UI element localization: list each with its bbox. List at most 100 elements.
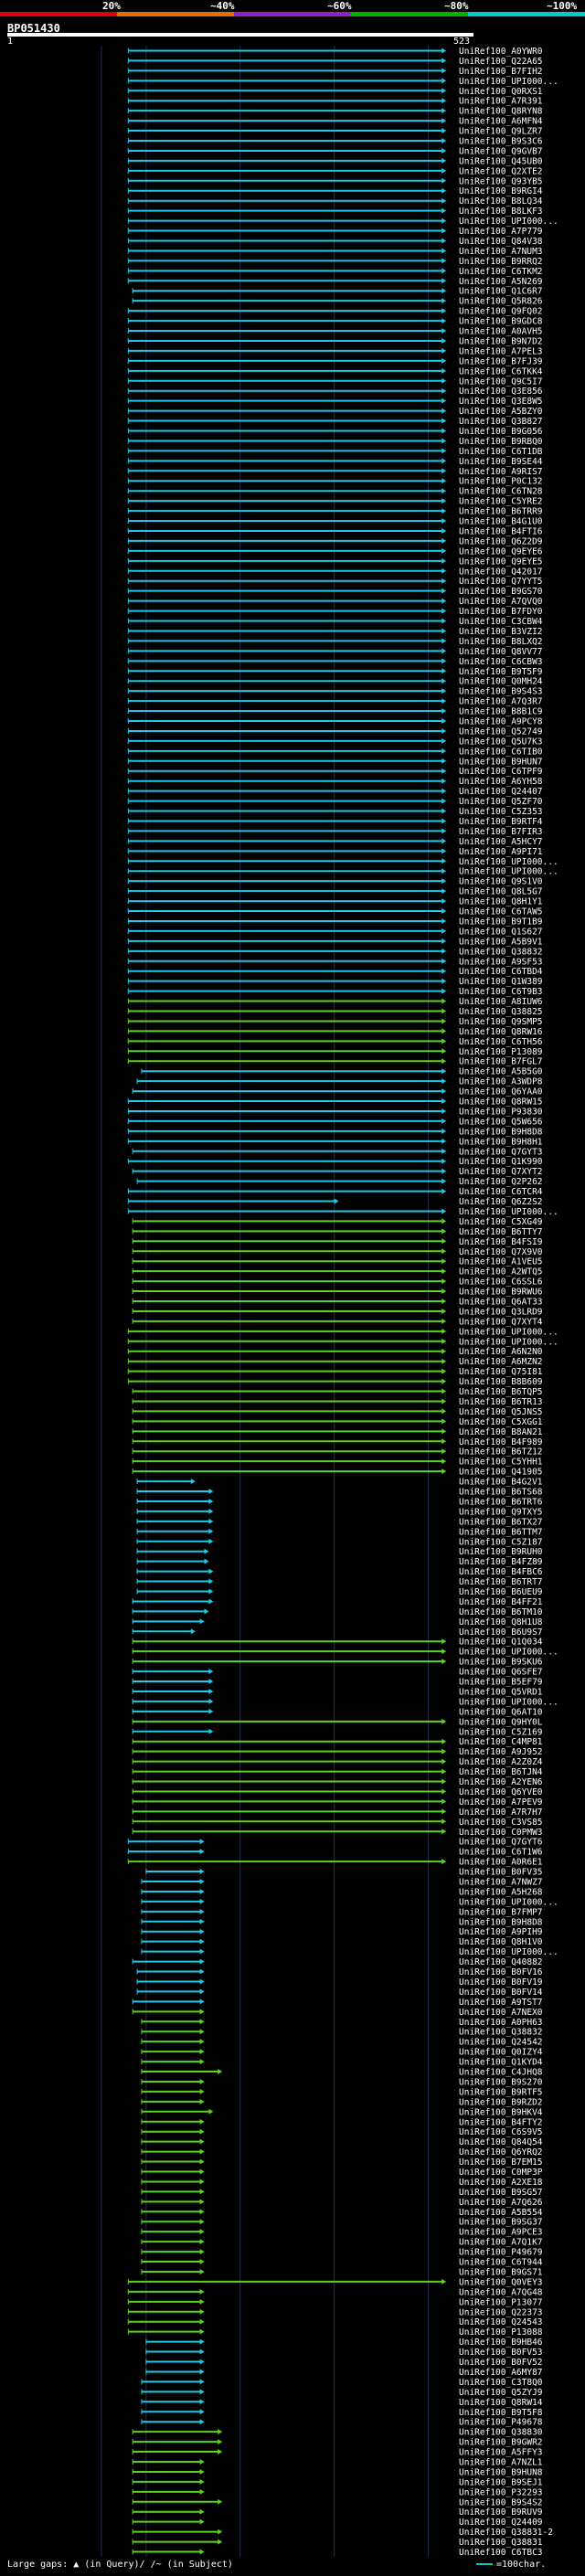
hit-label[interactable]: UniRef100_B9RWU6 — [459, 1288, 543, 1298]
hit-row[interactable]: UniRef100_Q9LZR7 — [127, 127, 543, 137]
hit-row[interactable]: UniRef100_Q8RW15 — [127, 1097, 543, 1108]
hit-label[interactable]: UniRef100_B4FF21 — [459, 1597, 543, 1607]
hit-label[interactable]: UniRef100_B9S4S3 — [459, 687, 543, 697]
hit-label[interactable]: UniRef100_A7NUM3 — [459, 247, 543, 257]
hit-label[interactable]: UniRef100_B4FTY2 — [459, 2117, 543, 2127]
hit-label[interactable]: UniRef100_A9PCE3 — [459, 2228, 543, 2238]
hit-label[interactable]: UniRef100_C6TIB0 — [459, 747, 543, 757]
hit-label[interactable]: UniRef100_B0FV19 — [459, 1977, 543, 1988]
hit-row[interactable]: UniRef100_Q7YYT5 — [127, 577, 543, 587]
hit-label[interactable]: UniRef100_B9SEJ1 — [459, 2477, 543, 2487]
hit-row[interactable]: UniRef100_Q40882 — [132, 1957, 543, 1967]
hit-row[interactable]: UniRef100_B6TM10 — [132, 1607, 543, 1617]
hit-label[interactable]: UniRef100_B7FDY0 — [459, 607, 543, 617]
hit-label[interactable]: UniRef100_A7Q626 — [459, 2198, 543, 2208]
hit-row[interactable]: UniRef100_B9H8D8 — [141, 1917, 543, 1927]
hit-label[interactable]: UniRef100_A7P779 — [459, 227, 543, 237]
hit-label[interactable]: UniRef100_Q3LRD9 — [459, 1307, 543, 1317]
hit-label[interactable]: UniRef100_Q1S627 — [459, 927, 543, 937]
hit-row[interactable]: UniRef100_A7R7H7 — [132, 1807, 543, 1818]
hit-row[interactable]: UniRef100_B7FIH2 — [127, 67, 543, 77]
hit-row[interactable]: UniRef100_A0PH63 — [141, 2018, 543, 2028]
hit-row[interactable]: UniRef100_B8LXQ2 — [127, 637, 543, 647]
hit-label[interactable]: UniRef100_B9T1B9 — [459, 917, 543, 927]
hit-label[interactable]: UniRef100_UPI000... — [459, 1947, 558, 1957]
hit-row[interactable]: UniRef100_Q5ZYJ9 — [141, 2388, 543, 2398]
hit-row[interactable]: UniRef100_A8IUW6 — [127, 997, 543, 1007]
hit-row[interactable]: UniRef100_Q38825 — [127, 1007, 543, 1017]
hit-label[interactable]: UniRef100_Q7GYT3 — [459, 1147, 543, 1157]
hit-label[interactable]: UniRef100_A6MY87 — [459, 2368, 543, 2378]
hit-label[interactable]: UniRef100_C3VS85 — [459, 1818, 543, 1828]
hit-row[interactable]: UniRef100_B7FMP7 — [141, 1907, 543, 1917]
hit-row[interactable]: UniRef100_C5YRE2 — [127, 497, 543, 507]
hit-row[interactable]: UniRef100_Q0RXS1 — [127, 87, 543, 97]
hit-row[interactable]: UniRef100_B0FV53 — [145, 2348, 543, 2358]
hit-label[interactable]: UniRef100_B9RRQ2 — [459, 257, 543, 267]
hit-row[interactable]: UniRef100_B9SG37 — [141, 2218, 543, 2228]
hit-row[interactable]: UniRef100_Q3LRD9 — [132, 1307, 543, 1317]
hit-row[interactable]: UniRef100_B4G2V1 — [136, 1478, 543, 1488]
hit-row[interactable]: UniRef100_B4FF21 — [132, 1597, 543, 1607]
hit-label[interactable]: UniRef100_B7FGL7 — [459, 1057, 543, 1067]
hit-row[interactable]: UniRef100_UPI000... — [127, 857, 558, 867]
hit-row[interactable]: UniRef100_Q9FQ02 — [127, 307, 543, 317]
hit-row[interactable]: UniRef100_B9RTF5 — [141, 2087, 543, 2097]
hit-row[interactable]: UniRef100_Q7GYT3 — [132, 1147, 543, 1157]
hit-row[interactable]: UniRef100_UPI000... — [127, 77, 558, 87]
hit-label[interactable]: UniRef100_B4F989 — [459, 1437, 543, 1447]
hit-label[interactable]: UniRef100_P32293 — [459, 2487, 543, 2497]
hit-row[interactable]: UniRef100_B9RRQ2 — [127, 257, 543, 267]
hit-row[interactable]: UniRef100_UPI000... — [132, 1697, 558, 1707]
hit-row[interactable]: UniRef100_B8LQ34 — [127, 196, 543, 207]
hit-row[interactable]: UniRef100_C6TN28 — [127, 487, 543, 497]
hit-row[interactable]: UniRef100_B9RTF4 — [127, 817, 543, 827]
hit-label[interactable]: UniRef100_Q41905 — [459, 1468, 543, 1478]
hit-label[interactable]: UniRef100_UPI000... — [459, 1897, 558, 1907]
hit-row[interactable]: UniRef100_B6TR13 — [132, 1397, 543, 1407]
hit-label[interactable]: UniRef100_B9RUH0 — [459, 1547, 543, 1557]
hit-label[interactable]: UniRef100_A8IUW6 — [459, 997, 543, 1007]
hit-row[interactable]: UniRef100_Q1K990 — [127, 1157, 543, 1167]
hit-label[interactable]: UniRef100_B8AN21 — [459, 1427, 543, 1437]
hit-label[interactable]: UniRef100_Q2P262 — [459, 1177, 543, 1187]
hit-label[interactable]: UniRef100_C6TPF9 — [459, 767, 543, 777]
hit-label[interactable]: UniRef100_A0PH63 — [459, 2018, 543, 2028]
hit-row[interactable]: UniRef100_B6TRT6 — [136, 1497, 543, 1507]
hit-row[interactable]: UniRef100_C6TBC3 — [132, 2548, 543, 2557]
hit-row[interactable]: UniRef100_B9H8D8 — [127, 1127, 543, 1137]
hit-label[interactable]: UniRef100_B4FSI9 — [459, 1237, 543, 1247]
hit-row[interactable]: UniRef100_C6TKK4 — [127, 366, 543, 376]
hit-label[interactable]: UniRef100_B6TTY7 — [459, 1227, 543, 1237]
hit-row[interactable]: UniRef100_B9HUN7 — [127, 757, 543, 767]
hit-row[interactable]: UniRef100_UPI000... — [141, 1947, 558, 1957]
hit-label[interactable]: UniRef100_Q3B827 — [459, 417, 543, 427]
hit-label[interactable]: UniRef100_A0AVH5 — [459, 327, 543, 337]
hit-label[interactable]: UniRef100_Q8L5G7 — [459, 887, 543, 897]
hit-row[interactable]: UniRef100_Q5U7K3 — [127, 737, 543, 747]
hit-label[interactable]: UniRef100_B9SG37 — [459, 2218, 543, 2228]
hit-label[interactable]: UniRef100_C6S9V5 — [459, 2127, 543, 2137]
hit-row[interactable]: UniRef100_Q6YVE0 — [132, 1787, 543, 1797]
hit-label[interactable]: UniRef100_A7PEV9 — [459, 1797, 543, 1807]
hit-row[interactable]: UniRef100_B4FBC6 — [136, 1567, 543, 1577]
hit-row[interactable]: UniRef100_Q24542 — [141, 2038, 543, 2048]
hit-row[interactable]: UniRef100_B7EM15 — [141, 2157, 543, 2168]
hit-row[interactable]: UniRef100_C3CBW4 — [127, 617, 543, 627]
hit-row[interactable]: UniRef100_Q41905 — [132, 1468, 543, 1478]
hit-label[interactable]: UniRef100_Q38825 — [459, 1007, 543, 1017]
hit-label[interactable]: UniRef100_C6TN28 — [459, 487, 543, 497]
hit-label[interactable]: UniRef100_C6TKK4 — [459, 366, 543, 376]
hit-row[interactable]: UniRef100_B7FDY0 — [127, 607, 543, 617]
hit-label[interactable]: UniRef100_B8B1C9 — [459, 707, 543, 717]
hit-label[interactable]: UniRef100_UPI000... — [459, 217, 558, 227]
hit-row[interactable]: UniRef100_B9SG57 — [141, 2188, 543, 2198]
hit-row[interactable]: UniRef100_UPI000... — [127, 1337, 558, 1347]
hit-row[interactable]: UniRef100_Q3B827 — [127, 417, 543, 427]
hit-label[interactable]: UniRef100_A7NZL1 — [459, 2457, 543, 2467]
hit-row[interactable]: UniRef100_Q8RW14 — [141, 2398, 543, 2408]
hit-label[interactable]: UniRef100_A9SF53 — [459, 957, 543, 967]
hit-row[interactable]: UniRef100_Q22A65 — [127, 57, 543, 67]
hit-label[interactable]: UniRef100_Q6Z2D9 — [459, 536, 543, 546]
hit-row[interactable]: UniRef100_B9GS70 — [127, 587, 543, 597]
